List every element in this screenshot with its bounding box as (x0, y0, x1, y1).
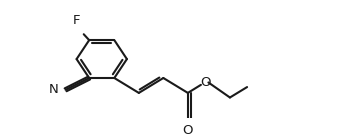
Text: O: O (182, 124, 193, 136)
Text: F: F (73, 14, 81, 27)
Text: O: O (200, 76, 210, 89)
Text: N: N (49, 83, 59, 96)
